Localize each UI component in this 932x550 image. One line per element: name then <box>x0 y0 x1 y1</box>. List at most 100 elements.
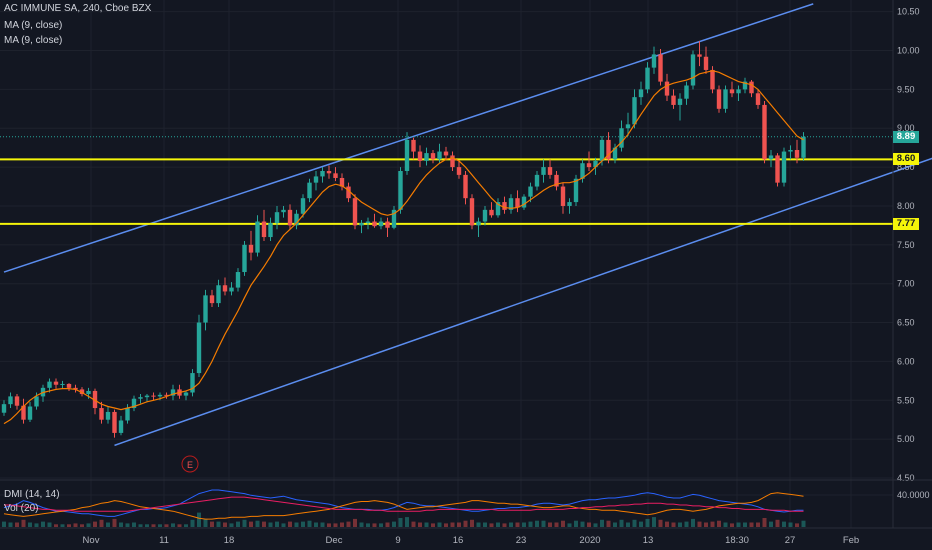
candle-body <box>47 381 52 388</box>
volume-bar <box>314 522 318 527</box>
volume-bar <box>476 522 481 527</box>
volume-bar <box>177 524 182 527</box>
volume-bar <box>392 521 396 527</box>
volume-bar <box>691 518 695 527</box>
x-tick-label: 23 <box>516 535 527 546</box>
volume-bar <box>398 518 403 527</box>
volume-bar <box>210 521 214 527</box>
x-tick-label: 16 <box>453 535 464 546</box>
candle-body <box>229 287 234 292</box>
volume-bar <box>541 520 546 527</box>
volume-bar <box>457 522 461 527</box>
candle-body <box>294 213 299 226</box>
candle-body <box>183 392 189 396</box>
candle-body <box>586 163 592 168</box>
candle-body <box>456 167 462 175</box>
candle-body <box>606 139 611 160</box>
candle-body <box>105 411 111 420</box>
candle-body <box>66 383 72 388</box>
volume-bar <box>86 523 91 527</box>
earnings-marker-circle[interactable] <box>181 455 199 473</box>
candle-body <box>86 390 91 395</box>
volume-bar <box>418 522 422 527</box>
volume-bar <box>2 521 6 527</box>
volume-bar <box>749 522 754 527</box>
candle-body <box>391 209 397 228</box>
y-tick-label: 5.00 <box>897 434 915 444</box>
volume-bar <box>73 523 78 527</box>
y-tick-label: 7.00 <box>897 279 915 289</box>
volume-bar <box>496 522 500 527</box>
candle-body <box>203 295 208 323</box>
volume-bar <box>99 519 104 527</box>
candle-body <box>307 182 312 199</box>
candle-body <box>8 396 13 405</box>
ma-legend-1[interactable]: MA (9, close) <box>4 20 63 31</box>
volume-bar <box>788 522 793 527</box>
y-tick-label: 6.50 <box>897 318 915 328</box>
volume-bar <box>632 519 637 527</box>
earnings-marker-label: E <box>187 460 193 470</box>
volume-bar <box>255 520 260 527</box>
dmi-legend[interactable]: DMI (14, 14) <box>4 489 60 500</box>
x-tick-label: 27 <box>785 535 796 546</box>
volume-bar <box>262 521 266 527</box>
ma-legend-2[interactable]: MA (9, close) <box>4 35 63 46</box>
symbol-legend[interactable]: AC IMMUNE SA, 240, Cboe BZX <box>4 3 152 14</box>
volume-bar <box>164 524 169 527</box>
candle-body <box>339 177 345 187</box>
candle-body <box>118 420 124 433</box>
volume-bar <box>138 524 143 527</box>
candle-body <box>365 221 371 224</box>
volume-bar <box>606 520 611 527</box>
y-tick-label: 9.00 <box>897 123 915 133</box>
candle-body <box>261 221 267 238</box>
earnings-marker[interactable]: E <box>181 455 199 473</box>
volume-bar <box>47 522 52 527</box>
volume-bar <box>652 517 656 527</box>
candle-body <box>112 411 117 433</box>
candle-body <box>190 373 195 393</box>
volume-bar <box>353 518 357 527</box>
x-tick-label: 9 <box>395 535 400 546</box>
volume-bar <box>470 519 474 527</box>
volume-bar <box>522 522 526 527</box>
volume-bar <box>294 522 299 527</box>
candle-body <box>619 128 624 148</box>
candle-body <box>131 398 137 409</box>
volume-bar <box>229 523 234 527</box>
volume-bar <box>710 521 715 527</box>
volume-bar <box>567 523 572 527</box>
candle-body <box>268 223 273 238</box>
volume-bar <box>41 521 45 527</box>
candle-body <box>411 139 416 152</box>
volume-bar <box>281 523 286 527</box>
volume-bar <box>197 512 201 527</box>
candle-body <box>281 209 286 213</box>
candle-body <box>716 89 722 109</box>
candle-body <box>79 389 85 395</box>
volume-bar <box>346 521 351 527</box>
volume-bar <box>762 518 767 527</box>
candle-body <box>528 186 533 197</box>
volume-bar <box>684 521 689 527</box>
volume-bar <box>340 522 344 527</box>
candle-body <box>255 221 260 253</box>
candlesticks[interactable] <box>1 41 806 438</box>
volume-bar <box>385 522 390 527</box>
volume-legend[interactable]: Vol (20) <box>4 503 39 514</box>
volume-bar <box>431 523 435 527</box>
candle-body <box>313 176 319 183</box>
candle-body <box>53 381 59 385</box>
volume-bar <box>723 522 728 527</box>
volume-bar <box>301 521 305 527</box>
volume-bar <box>509 522 513 527</box>
volume-bar <box>756 522 760 527</box>
volume-bar <box>125 523 130 527</box>
adx-line <box>4 496 804 512</box>
candle-body <box>34 396 39 407</box>
channel-line-lower <box>114 157 932 447</box>
candle-body <box>762 104 767 160</box>
trend-channel[interactable] <box>3 3 932 447</box>
